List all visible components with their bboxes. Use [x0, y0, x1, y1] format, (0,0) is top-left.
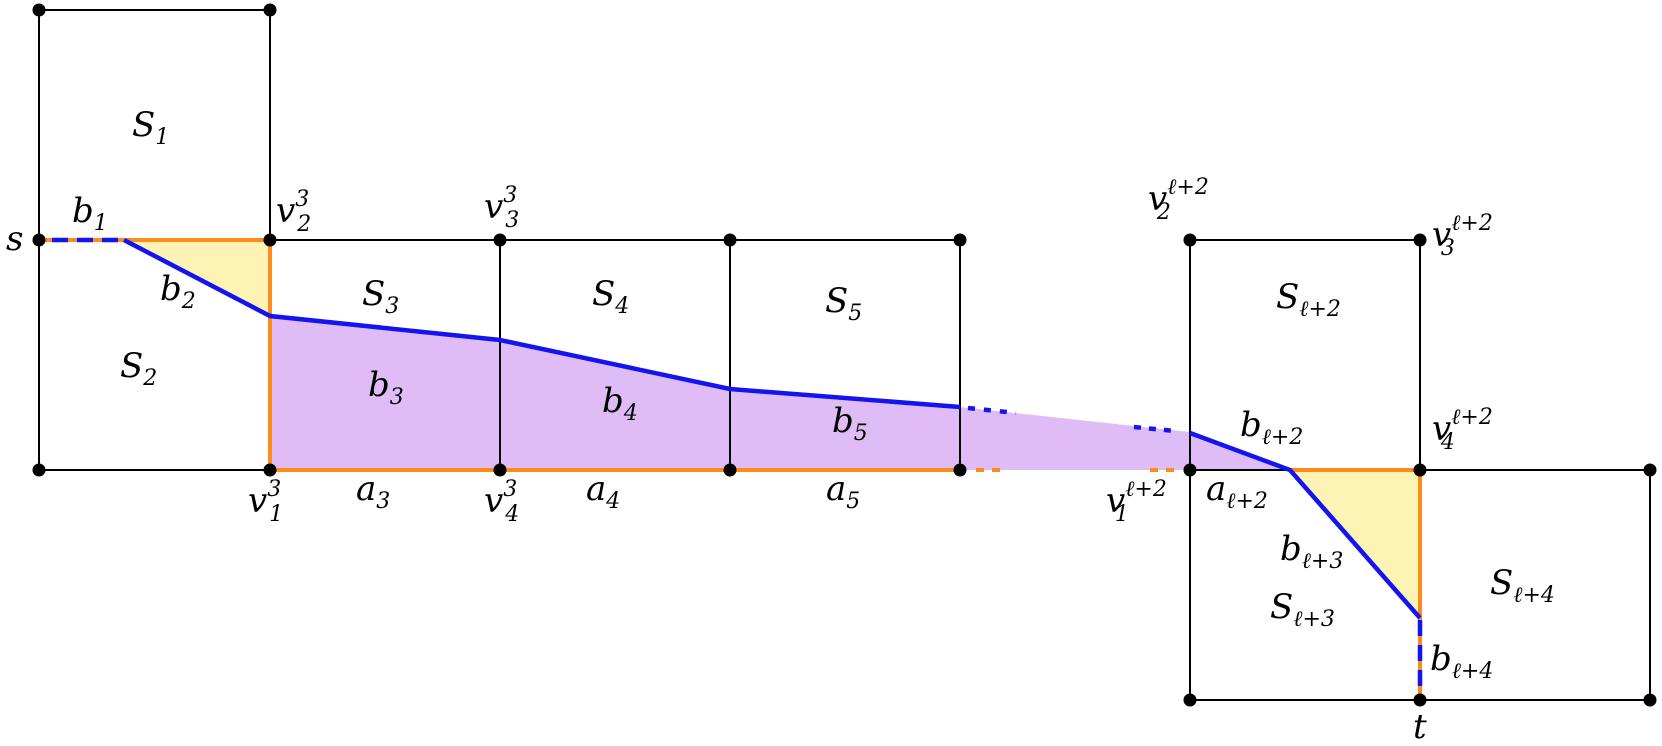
node-v4-l2 [1413, 463, 1427, 477]
label-sl4: Sℓ+4 [1490, 563, 1555, 608]
node-v3-3 [493, 233, 507, 247]
label-s2: S2 [120, 346, 157, 391]
node [1183, 693, 1197, 707]
label-b5: b5 [832, 401, 868, 446]
label-sl3: Sℓ+3 [1270, 587, 1335, 632]
label-v1-3: v3 1 [248, 477, 283, 527]
label-v4-l2: vℓ+2 4 [1432, 405, 1493, 455]
node-v2-3 [263, 233, 277, 247]
label-s1: S1 [132, 105, 169, 150]
node [1643, 693, 1657, 707]
node [263, 3, 277, 17]
node-v2-l2 [1183, 233, 1197, 247]
label-s3: S3 [362, 274, 399, 319]
node-v1-l2 [1183, 463, 1197, 477]
label-a5: a5 [826, 469, 860, 514]
label-bl4: bℓ+4 [1430, 639, 1493, 684]
label-v1-l2: vℓ+2 1 [1106, 477, 1167, 527]
label-sl2: Sℓ+2 [1276, 277, 1341, 322]
orange-path-top [124, 238, 960, 472]
vertex-nodes [32, 3, 1657, 707]
label-b3: b3 [368, 365, 404, 410]
label-bl2: bℓ+2 [1240, 405, 1303, 450]
node-v1-3 [263, 463, 277, 477]
label-s4: S4 [592, 274, 629, 319]
label-a3: a3 [356, 469, 390, 514]
label-v4-3: v3 4 [484, 477, 519, 527]
label-v3-3: v3 3 [484, 183, 519, 233]
blue-path-end [1189, 430, 1422, 620]
label-s5: S5 [825, 281, 862, 326]
node-s [32, 233, 46, 247]
node [953, 463, 967, 477]
node [953, 233, 967, 247]
blue-path-main [122, 238, 961, 410]
label-v3-l2: vℓ+2 3 [1432, 211, 1493, 261]
label-v2-l2: vℓ+2 2 [1148, 175, 1209, 225]
node [723, 463, 737, 477]
node-v3-l2 [1413, 233, 1427, 247]
node [32, 463, 46, 477]
label-bl3: bℓ+3 [1280, 529, 1343, 574]
label-b4: b4 [602, 381, 638, 426]
label-terminal-s: s [6, 219, 23, 259]
label-v2-3: v3 2 [276, 187, 311, 237]
node-t [1413, 693, 1427, 707]
blue-path-dots-right [1133, 424, 1176, 434]
label-terminal-t: t [1413, 707, 1427, 746]
node-v4-3 [493, 463, 507, 477]
node [1643, 463, 1657, 477]
label-b1: b1 [72, 191, 108, 236]
label-al2: aℓ+2 [1206, 469, 1268, 514]
label-a4: a4 [586, 469, 620, 514]
square-sl2-outline [1189, 239, 1421, 471]
node [723, 233, 737, 247]
blue-path [52, 237, 1423, 696]
node [32, 3, 46, 17]
label-b2: b2 [160, 269, 196, 314]
